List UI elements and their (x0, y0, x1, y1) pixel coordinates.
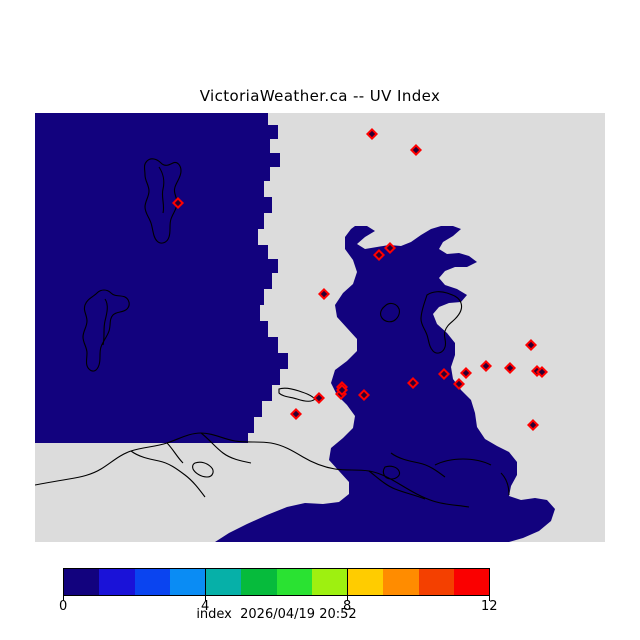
colorbar-swatch-10 (418, 569, 454, 595)
colorbar-swatch-5 (241, 569, 277, 595)
colorbar-label-8: 8 (343, 599, 352, 614)
station-marker[interactable] (406, 376, 420, 390)
colorbar-tick-12 (489, 596, 490, 601)
colorbar-caption: index 2026/04/19 20:52 (196, 607, 357, 622)
station-marker[interactable] (317, 287, 331, 301)
station-marker[interactable] (459, 366, 473, 380)
colorbar-swatch-3 (169, 569, 205, 595)
station-marker[interactable] (357, 388, 371, 402)
colorbar-tick-8 (347, 596, 348, 601)
station-marker[interactable] (526, 418, 540, 432)
station-marker[interactable] (335, 383, 349, 397)
station-marker[interactable] (452, 377, 466, 391)
colorbar-swatch-7 (311, 569, 347, 595)
colorbar-label-0: 0 (59, 599, 68, 614)
colorbar-swatch-11 (453, 569, 489, 595)
page-title: VictoriaWeather.ca -- UV Index (199, 87, 441, 105)
station-marker[interactable] (503, 361, 517, 375)
map-canvas (35, 113, 605, 542)
colorbar-swatches[interactable] (63, 568, 490, 596)
colorbar-swatch-2 (134, 569, 170, 595)
colorbar-label-12: 12 (481, 599, 498, 614)
station-marker[interactable] (437, 367, 451, 381)
map-layers-final (35, 113, 605, 542)
station-marker[interactable] (479, 359, 493, 373)
station-marker[interactable] (409, 143, 423, 157)
station-marker[interactable] (171, 196, 185, 210)
colorbar-swatch-6 (276, 569, 312, 595)
colorbar-swatch-9 (383, 569, 419, 595)
station-marker[interactable] (524, 338, 538, 352)
colorbar-swatch-8 (347, 569, 384, 595)
colorbar-label-4: 4 (201, 599, 210, 614)
colorbar[interactable]: 0 4 8 12 (59, 568, 498, 614)
station-marker[interactable] (372, 248, 386, 262)
station-marker[interactable] (535, 365, 549, 379)
station-marker[interactable] (365, 127, 379, 141)
station-marker[interactable] (312, 391, 326, 405)
colorbar-tick-4 (205, 596, 206, 601)
sea-polygon-west (35, 113, 288, 443)
sea-polygon-northeast (215, 226, 555, 542)
map-plot-area[interactable] (35, 113, 605, 542)
colorbar-swatch-4 (205, 569, 242, 595)
station-marker[interactable] (383, 241, 397, 255)
station-marker[interactable] (289, 407, 303, 421)
colorbar-tick-0 (63, 596, 64, 601)
station-markers[interactable] (171, 127, 549, 432)
colorbar-swatch-1 (99, 569, 135, 595)
colorbar-swatch-0 (64, 569, 100, 595)
